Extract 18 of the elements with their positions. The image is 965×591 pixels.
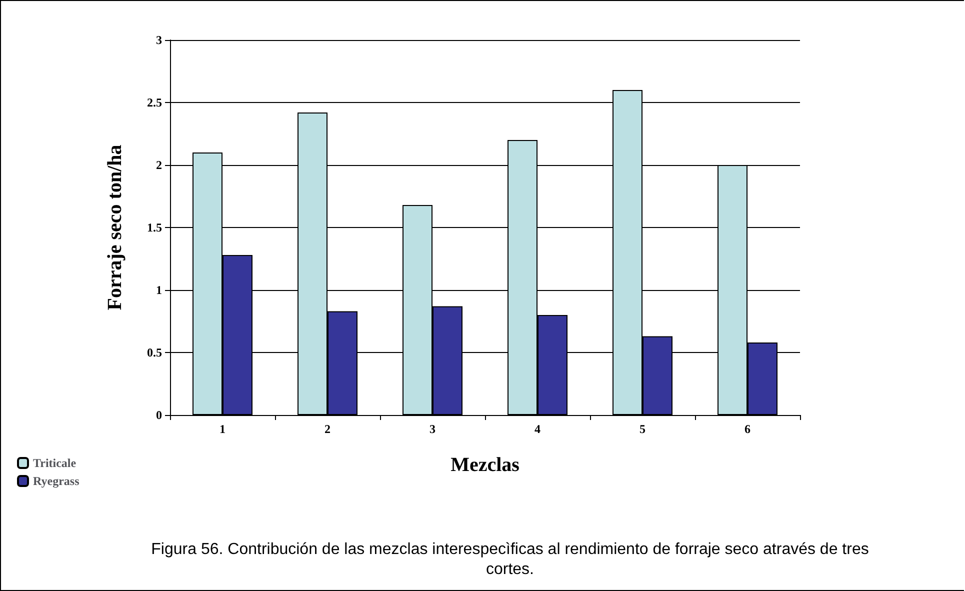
y-tick-label: 0.5 — [147, 346, 162, 360]
y-tick-label: 2.5 — [147, 96, 162, 110]
y-axis-title: Forraje seco ton/ha — [104, 144, 126, 310]
x-tick-label: 6 — [744, 422, 750, 436]
y-tick-label: 2 — [156, 158, 162, 172]
x-axis-title: Mezclas — [450, 454, 520, 476]
y-tick-label: 3 — [156, 33, 162, 47]
x-tick-label: 3 — [430, 422, 436, 436]
y-tick-label: 0 — [156, 408, 162, 422]
x-tick-label: 4 — [534, 422, 540, 436]
x-tick-label: 2 — [324, 422, 330, 436]
x-tick-label: 1 — [220, 422, 226, 436]
text: Figura 56. Contribución de las mezclas interespecìficas al rendimiento de forraje seco através de tres cortes. — [150, 540, 870, 580]
legend-label: Triticale — [33, 456, 77, 470]
y-tick-label: 1 — [156, 283, 162, 297]
y-tick-label: 1.5 — [147, 220, 162, 234]
x-tick-label: 5 — [640, 422, 646, 436]
legend-label: Ryegrass — [33, 474, 80, 488]
